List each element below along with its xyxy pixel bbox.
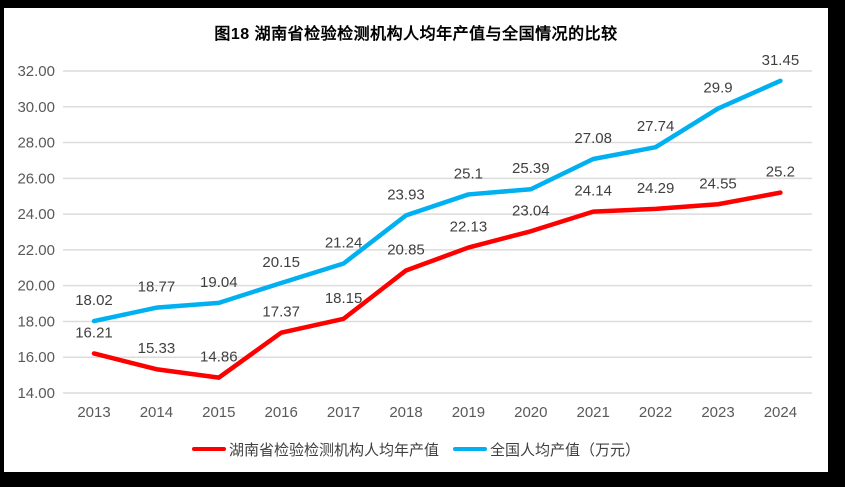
x-tick-label: 2024 — [764, 404, 797, 421]
data-label: 23.04 — [512, 202, 550, 219]
data-label: 18.77 — [138, 279, 176, 296]
chart-canvas: 图18 湖南省检验检测机构人均年产值与全国情况的比较 14.00 16.00 18.… — [4, 8, 828, 472]
x-tick-label: 2017 — [327, 404, 360, 421]
data-label: 20.85 — [387, 241, 425, 258]
data-label: 24.14 — [574, 183, 612, 200]
data-label: 21.24 — [325, 234, 363, 251]
data-label: 20.15 — [262, 254, 300, 271]
data-label: 17.37 — [262, 304, 300, 321]
series-line-national — [91, 78, 783, 324]
data-label: 24.55 — [699, 175, 737, 192]
data-label: 25.1 — [454, 165, 483, 182]
data-label: 25.2 — [766, 164, 795, 181]
x-tick-label: 2016 — [265, 404, 298, 421]
y-tick-label: 28.00 — [17, 135, 55, 152]
legend-item-hunan: 湖南省检验检测机构人均年产值 — [191, 439, 439, 460]
x-tick-label: 2021 — [577, 404, 610, 421]
y-tick-label: 20.00 — [17, 278, 55, 295]
x-tick-label: 2020 — [514, 404, 547, 421]
data-label: 24.29 — [637, 180, 675, 197]
data-label: 25.39 — [512, 160, 550, 177]
x-tick-label: 2014 — [140, 404, 173, 421]
line-chart-plot: 14.00 16.00 18.00 20.00 22.00 24.00 26.00 28.00… — [17, 52, 812, 421]
x-tick-label: 2022 — [639, 404, 672, 421]
x-tick-label: 2023 — [701, 404, 734, 421]
legend-label-hunan: 湖南省检验检测机构人均年产值 — [228, 441, 439, 459]
data-label: 27.08 — [574, 130, 612, 147]
data-label: 14.86 — [200, 349, 238, 366]
legend-label-national: 全国人均产值（万元） — [490, 441, 641, 459]
data-label: 19.04 — [200, 274, 238, 291]
y-tick-label: 24.00 — [17, 206, 55, 223]
data-label: 16.21 — [75, 324, 113, 341]
data-label: 23.93 — [387, 186, 425, 203]
legend-item-national: 全国人均产值（万元） — [453, 439, 640, 460]
legend-line-red-icon — [191, 446, 226, 452]
y-tick-label: 14.00 — [17, 385, 55, 402]
legend: 湖南省检验检测机构人均年产值 全国人均产值（万元） — [4, 438, 828, 460]
y-tick-label: 18.00 — [17, 313, 55, 330]
data-label: 29.9 — [703, 80, 732, 97]
data-label: 22.13 — [450, 219, 488, 236]
series-line-hunan — [91, 190, 783, 380]
y-tick-label: 32.00 — [17, 63, 55, 80]
data-label: 27.74 — [637, 118, 675, 135]
x-tick-label: 2019 — [452, 404, 485, 421]
y-tick-label: 26.00 — [17, 170, 55, 187]
data-label: 18.02 — [75, 292, 113, 309]
data-label: 31.45 — [762, 52, 800, 69]
legend-line-blue-icon — [453, 446, 487, 452]
data-label: 18.15 — [325, 290, 363, 307]
x-tick-label: 2018 — [389, 404, 422, 421]
data-label: 15.33 — [138, 340, 176, 357]
x-tick-label: 2013 — [77, 404, 110, 421]
x-tick-label: 2015 — [202, 404, 235, 421]
y-tick-label: 30.00 — [17, 99, 55, 116]
y-tick-label: 22.00 — [17, 242, 55, 259]
chart-title: 图18 湖南省检验检测机构人均年产值与全国情况的比较 — [214, 26, 618, 43]
y-tick-label: 16.00 — [17, 349, 55, 366]
